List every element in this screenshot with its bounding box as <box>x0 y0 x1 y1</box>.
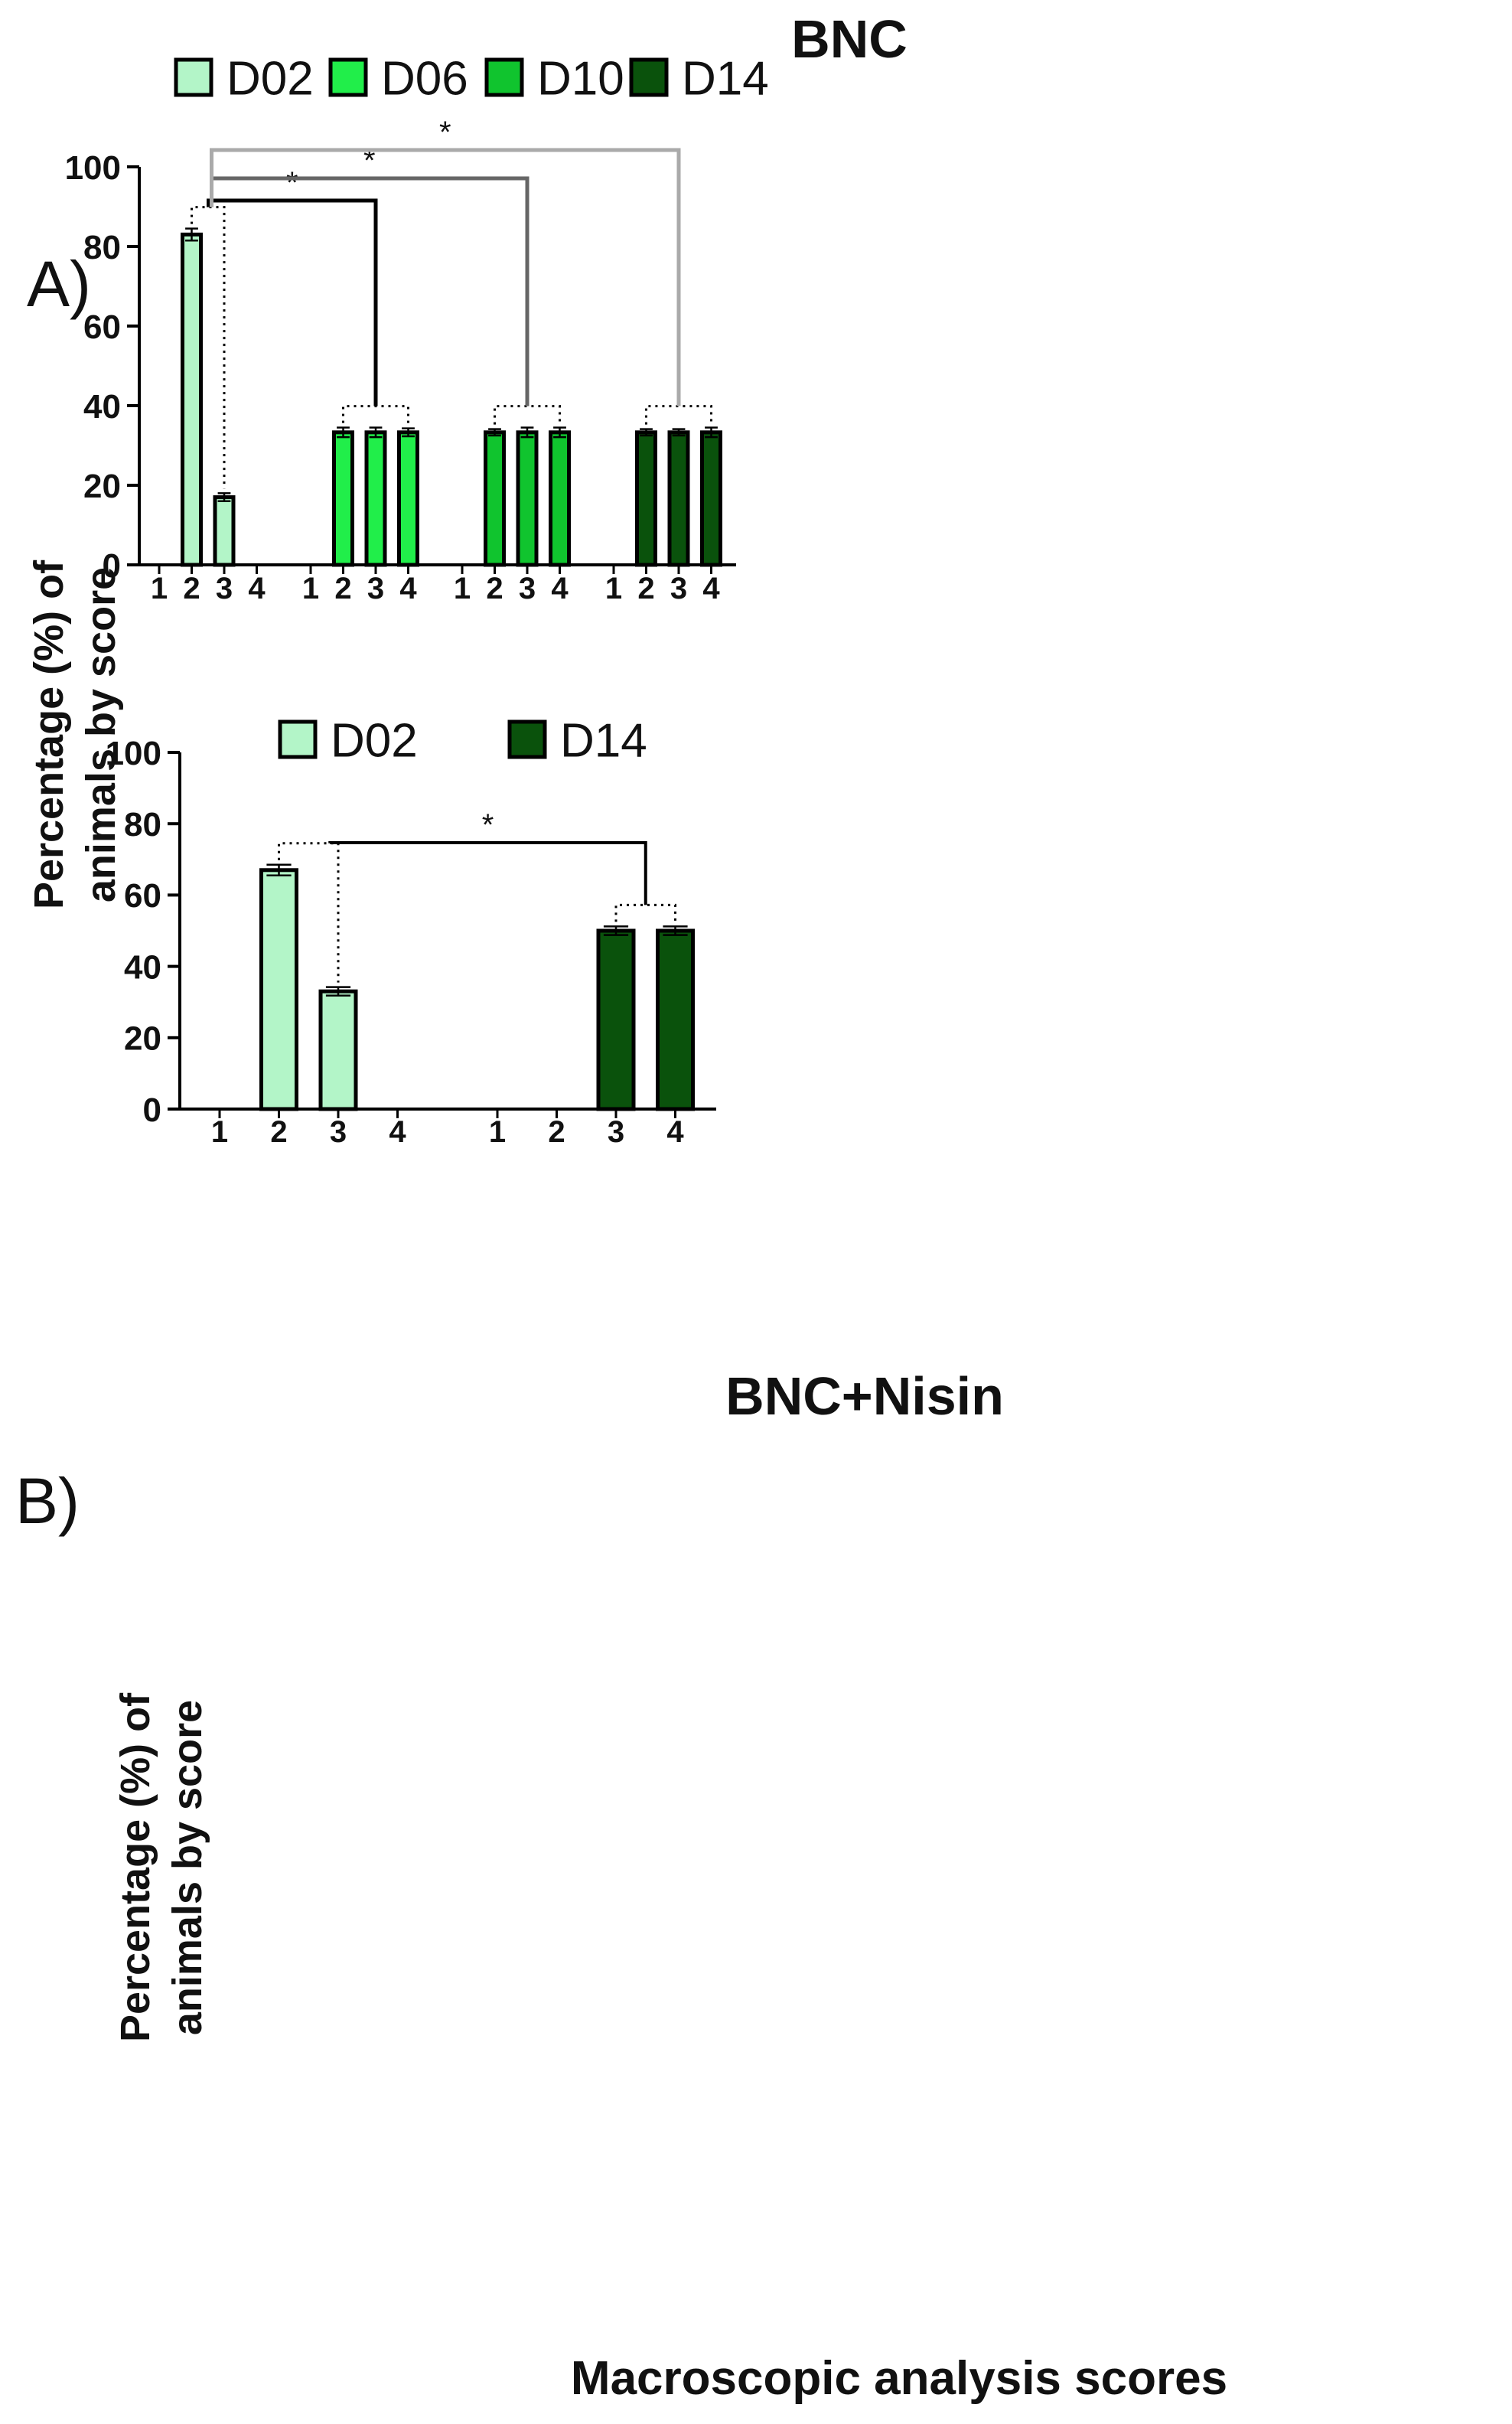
x-tick-label: 1 <box>302 572 319 605</box>
panel-a-legend: D02 D06 D10 D14 <box>174 52 769 105</box>
x-tick-label: 4 <box>399 572 417 605</box>
y-tick-label: 60 <box>124 877 161 915</box>
y-tick-label: 0 <box>103 547 121 585</box>
panel-b-ylabel-line2: animals by score <box>165 1700 210 2035</box>
x-tick-label: 3 <box>519 572 536 605</box>
significance-star: * <box>482 808 494 842</box>
legend-label-d14: D14 <box>682 52 769 105</box>
bar-d14-score-3 <box>596 928 636 1111</box>
bar-d10-score-3 <box>516 430 539 567</box>
bar-d10-score-2 <box>484 430 506 567</box>
significance-star: * <box>439 116 451 149</box>
y-tick-label: 60 <box>83 308 121 346</box>
x-tick-label: 2 <box>334 572 351 605</box>
legend-label-d02: D02 <box>226 52 314 105</box>
bar-d06-score-4 <box>397 430 419 567</box>
x-tick-label: 1 <box>605 572 622 605</box>
x-tick-label: 3 <box>670 572 687 605</box>
legend-swatch-d02 <box>278 719 318 759</box>
panel-a-bars <box>181 227 722 567</box>
significance-star: * <box>363 144 376 178</box>
x-tick-label: 4 <box>551 572 569 605</box>
significance-bracket-d02-d14 <box>210 148 681 406</box>
panel-a-title: BNC <box>791 9 908 69</box>
panel-a-significance-brackets: * * * <box>191 116 712 489</box>
y-tick-label: 40 <box>83 388 121 426</box>
bar-d06-score-2 <box>332 430 354 567</box>
panel-b-title: BNC+Nisin <box>725 1366 1004 1426</box>
y-tick-label: 20 <box>124 1020 161 1058</box>
legend-swatch-d14 <box>507 719 547 759</box>
panel-b-label: B) <box>15 1465 80 1537</box>
y-tick-label: 80 <box>124 806 161 843</box>
panel-a: BNC A) Percentage (%) of animals by scor… <box>26 9 908 909</box>
x-tick-label: 2 <box>183 572 200 605</box>
dotted-group-connector-d02 <box>191 206 226 489</box>
x-tick-label: 3 <box>216 572 233 605</box>
bar-d14-score-2 <box>635 430 657 567</box>
x-tick-label: 4 <box>248 572 266 605</box>
bar-d14-score-4 <box>700 430 722 567</box>
x-tick-label: 4 <box>666 1115 684 1149</box>
x-tick-label: 2 <box>548 1115 565 1149</box>
bar-d02-score-3 <box>318 989 358 1111</box>
x-tick-label: 3 <box>330 1115 347 1149</box>
bar-d10-score-4 <box>549 430 571 567</box>
x-tick-label: 4 <box>702 572 720 605</box>
x-tick-label: 1 <box>211 1115 228 1149</box>
bar-d14-score-3 <box>667 430 690 567</box>
dotted-group-connector-d14 <box>645 405 712 425</box>
panel-b-bars <box>259 863 695 1111</box>
bar-d02-score-3 <box>213 495 236 567</box>
x-tick-label: 1 <box>489 1115 506 1149</box>
x-tick-label: 2 <box>270 1115 287 1149</box>
bar-d02-score-2 <box>259 868 298 1111</box>
y-tick-label: 20 <box>83 468 121 505</box>
dotted-group-connector-d14 <box>614 903 676 922</box>
legend-label-d10: D10 <box>537 52 624 105</box>
x-tick-label: 1 <box>454 572 471 605</box>
x-tick-label: 3 <box>608 1115 624 1149</box>
bar-d02-score-2 <box>181 232 203 567</box>
panel-a-label: A) <box>27 248 91 320</box>
significance-bracket-d02-d14 <box>328 841 647 905</box>
panel-a-ylabel-line1: Percentage (%) of <box>26 560 72 909</box>
panel-b-ylabel-line1: Percentage (%) of <box>112 1692 158 2042</box>
y-tick-label: 40 <box>124 948 161 986</box>
x-tick-label: 2 <box>486 572 503 605</box>
x-tick-label: 4 <box>389 1115 406 1149</box>
legend-swatch-d06 <box>328 57 368 97</box>
y-tick-label: 100 <box>106 735 161 772</box>
legend-swatch-d14 <box>629 57 669 97</box>
significance-bracket-d02-d06 <box>207 198 378 406</box>
legend-swatch-d10 <box>484 57 524 97</box>
y-tick-label: 100 <box>65 149 121 187</box>
dotted-group-connector-d06 <box>342 405 409 424</box>
legend-label-d14: D14 <box>560 714 647 767</box>
dotted-group-connector-d02 <box>278 842 340 983</box>
panel-b-legend: D02 D14 <box>278 714 647 767</box>
bar-d06-score-3 <box>364 430 387 567</box>
significance-bracket-d02-d10 <box>210 176 530 406</box>
significance-star: * <box>286 166 298 200</box>
x-tick-label: 1 <box>151 572 168 605</box>
legend-label-d06: D06 <box>381 52 468 105</box>
panel-b-xlabel: Macroscopic analysis scores <box>571 2352 1227 2405</box>
dotted-group-connector-d10 <box>494 405 561 425</box>
x-tick-label: 3 <box>367 572 384 605</box>
panel-b-axes: 0 20 40 60 80 100 1 2 3 4 1 2 3 4 <box>106 735 716 1149</box>
x-tick-label: 2 <box>637 572 654 605</box>
bar-d14-score-4 <box>656 928 695 1111</box>
y-tick-label: 80 <box>83 229 121 266</box>
legend-label-d02: D02 <box>331 714 418 767</box>
panel-b-significance-brackets: * <box>278 808 676 983</box>
y-tick-label: 0 <box>143 1091 161 1129</box>
legend-swatch-d02 <box>174 57 213 97</box>
panel-b: BNC+Nisin B) Percentage (%) of animals b… <box>15 714 1227 2405</box>
panel-a-ylabel-line2: animals by score <box>78 567 124 902</box>
